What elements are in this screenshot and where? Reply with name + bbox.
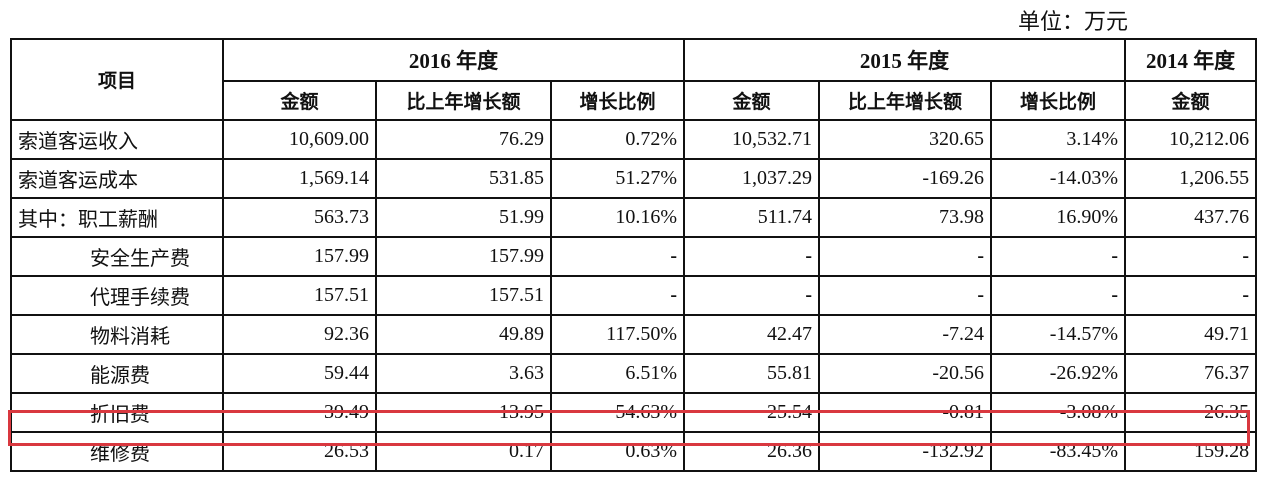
- cell-value: -0.81: [818, 392, 993, 433]
- cell-value: -83.45%: [990, 431, 1127, 472]
- cell-value: -14.57%: [990, 314, 1127, 355]
- cell-value: -: [990, 236, 1127, 277]
- cell-value: 76.37: [1124, 353, 1258, 394]
- cell-value: -14.03%: [990, 158, 1127, 199]
- cell-value: 0.72%: [549, 119, 686, 160]
- cell-value: -: [549, 275, 686, 316]
- row-label: 索道客运收入: [10, 119, 224, 160]
- row-label: 其中：职工薪酬: [10, 197, 224, 238]
- cell-value: 59.44: [222, 353, 377, 394]
- cell-value: 42.47: [683, 314, 821, 355]
- table-row: 能源费 59.44 3.63 6.51% 55.81 -20.56 -26.92% 76.37: [10, 353, 1258, 394]
- row-label: 索道客运成本: [10, 158, 224, 199]
- cell-value: -169.26: [818, 158, 993, 199]
- header-col-increase: 比上年增长额: [375, 80, 552, 121]
- cell-value: 26.35: [1124, 392, 1258, 433]
- header-year-2016: 2016 年度: [221, 38, 686, 82]
- cell-value: 10,212.06: [1124, 119, 1258, 160]
- cell-value: 1,037.29: [683, 158, 821, 199]
- cell-value: -: [683, 236, 821, 277]
- cell-value: -: [990, 275, 1127, 316]
- table-row: 索道客运成本 1,569.14 531.85 51.27% 1,037.29 -169.2…: [10, 158, 1258, 199]
- cell-value: 73.98: [818, 197, 993, 238]
- financial-table: 项目 2016 年度 2015 年度 2014 年度 金额 比上年增长额 增长比…: [10, 38, 1258, 472]
- header-col-ratio: 增长比例: [549, 80, 686, 121]
- cell-value: 54.63%: [549, 392, 686, 433]
- cell-value: -26.92%: [990, 353, 1127, 394]
- table-row: 维修费 26.53 0.17 0.63% 26.36 -132.92 -83.45% 159.…: [10, 431, 1258, 472]
- cell-value: 49.89: [375, 314, 552, 355]
- table-row: 其中：职工薪酬 563.73 51.99 10.16% 511.74 73.98 16.90…: [10, 197, 1258, 238]
- row-label: 物料消耗: [10, 314, 224, 355]
- unit-label: 单位：万元: [1018, 10, 1129, 35]
- cell-value: 92.36: [222, 314, 377, 355]
- cell-value: -20.56: [818, 353, 993, 394]
- cell-value: 26.36: [683, 431, 821, 472]
- table-row: 索道客运收入 10,609.00 76.29 0.72% 10,532.71 320.65…: [10, 119, 1258, 160]
- cell-value: 1,569.14: [222, 158, 377, 199]
- cell-value: -: [683, 275, 821, 316]
- cell-value: 117.50%: [549, 314, 686, 355]
- cell-value: 0.17: [375, 431, 552, 472]
- header-col-amount: 金额: [1124, 80, 1258, 121]
- cell-value: 51.99: [375, 197, 552, 238]
- header-item: 项目: [10, 38, 224, 121]
- header-row-years: 项目 2016 年度 2015 年度 2014 年度: [10, 38, 1258, 121]
- row-label: 代理手续费: [10, 275, 224, 316]
- cell-value: 157.99: [222, 236, 377, 277]
- cell-value: 13.95: [375, 392, 552, 433]
- cell-value: 320.65: [818, 119, 993, 160]
- header-row-columns: 金额 比上年增长额 增长比例 金额 比上年增长额 增长比例 金额: [11, 80, 1258, 121]
- table-row: 代理手续费 157.51 157.51- - - - -: [10, 275, 1258, 316]
- cell-value: 157.51: [375, 275, 552, 316]
- cell-value: 1,206.55: [1124, 158, 1258, 199]
- cell-value: 159.28: [1124, 431, 1258, 472]
- cell-value: -: [818, 275, 993, 316]
- row-label: 安全生产费: [10, 236, 224, 277]
- cell-value: 511.74: [683, 197, 821, 238]
- cell-value: -: [818, 236, 993, 277]
- row-label: 维修费: [10, 431, 224, 472]
- cell-value: 157.99: [375, 236, 552, 277]
- header-col-ratio: 增长比例: [990, 80, 1127, 121]
- cell-value: 3.14%: [990, 119, 1127, 160]
- table-row: 安全生产费 157.99 157.99- - - - -: [10, 236, 1258, 277]
- cell-value: 0.63%: [549, 431, 686, 472]
- table-body: 索道客运收入 10,609.00 76.29 0.72% 10,532.71 320.65…: [10, 119, 1258, 472]
- cell-value: 157.51: [222, 275, 377, 316]
- cell-value: 26.53: [222, 431, 377, 472]
- cell-value: -: [549, 236, 686, 277]
- table-row: 折旧费 39.49 13.95 54.63% 25.54 -0.81 -3.08% 26.35: [10, 392, 1258, 433]
- cell-value: 51.27%: [549, 158, 686, 199]
- cell-value: 10.16%: [549, 197, 686, 238]
- header-col-increase: 比上年增长额: [818, 80, 993, 121]
- header-col-amount: 金额: [222, 80, 377, 121]
- cell-value: -: [1124, 236, 1258, 277]
- row-label: 能源费: [10, 353, 224, 394]
- row-label: 折旧费: [10, 392, 224, 433]
- header-year-2014: 2014 年度: [1124, 38, 1258, 82]
- header-col-amount: 金额: [683, 80, 821, 121]
- cell-value: 437.76: [1124, 197, 1258, 238]
- cell-value: 10,532.71: [683, 119, 821, 160]
- cell-value: 25.54: [683, 392, 821, 433]
- cell-value: 531.85: [375, 158, 552, 199]
- cell-value: 55.81: [683, 353, 821, 394]
- cell-value: -3.08%: [990, 392, 1127, 433]
- cell-value: 563.73: [222, 197, 377, 238]
- cell-value: -7.24: [818, 314, 993, 355]
- header-year-2015: 2015 年度: [683, 38, 1127, 82]
- cell-value: 6.51%: [549, 353, 686, 394]
- table-row: 物料消耗 92.36 49.89 117.50% 42.47 -7.24 -14.57% 49…: [10, 314, 1258, 355]
- cell-value: -: [1124, 275, 1258, 316]
- cell-value: 76.29: [375, 119, 552, 160]
- cell-value: 10,609.00: [222, 119, 377, 160]
- cell-value: 49.71: [1124, 314, 1258, 355]
- cell-value: 39.49: [222, 392, 377, 433]
- cell-value: 3.63: [375, 353, 552, 394]
- cell-value: 16.90%: [990, 197, 1127, 238]
- cell-value: -132.92: [818, 431, 993, 472]
